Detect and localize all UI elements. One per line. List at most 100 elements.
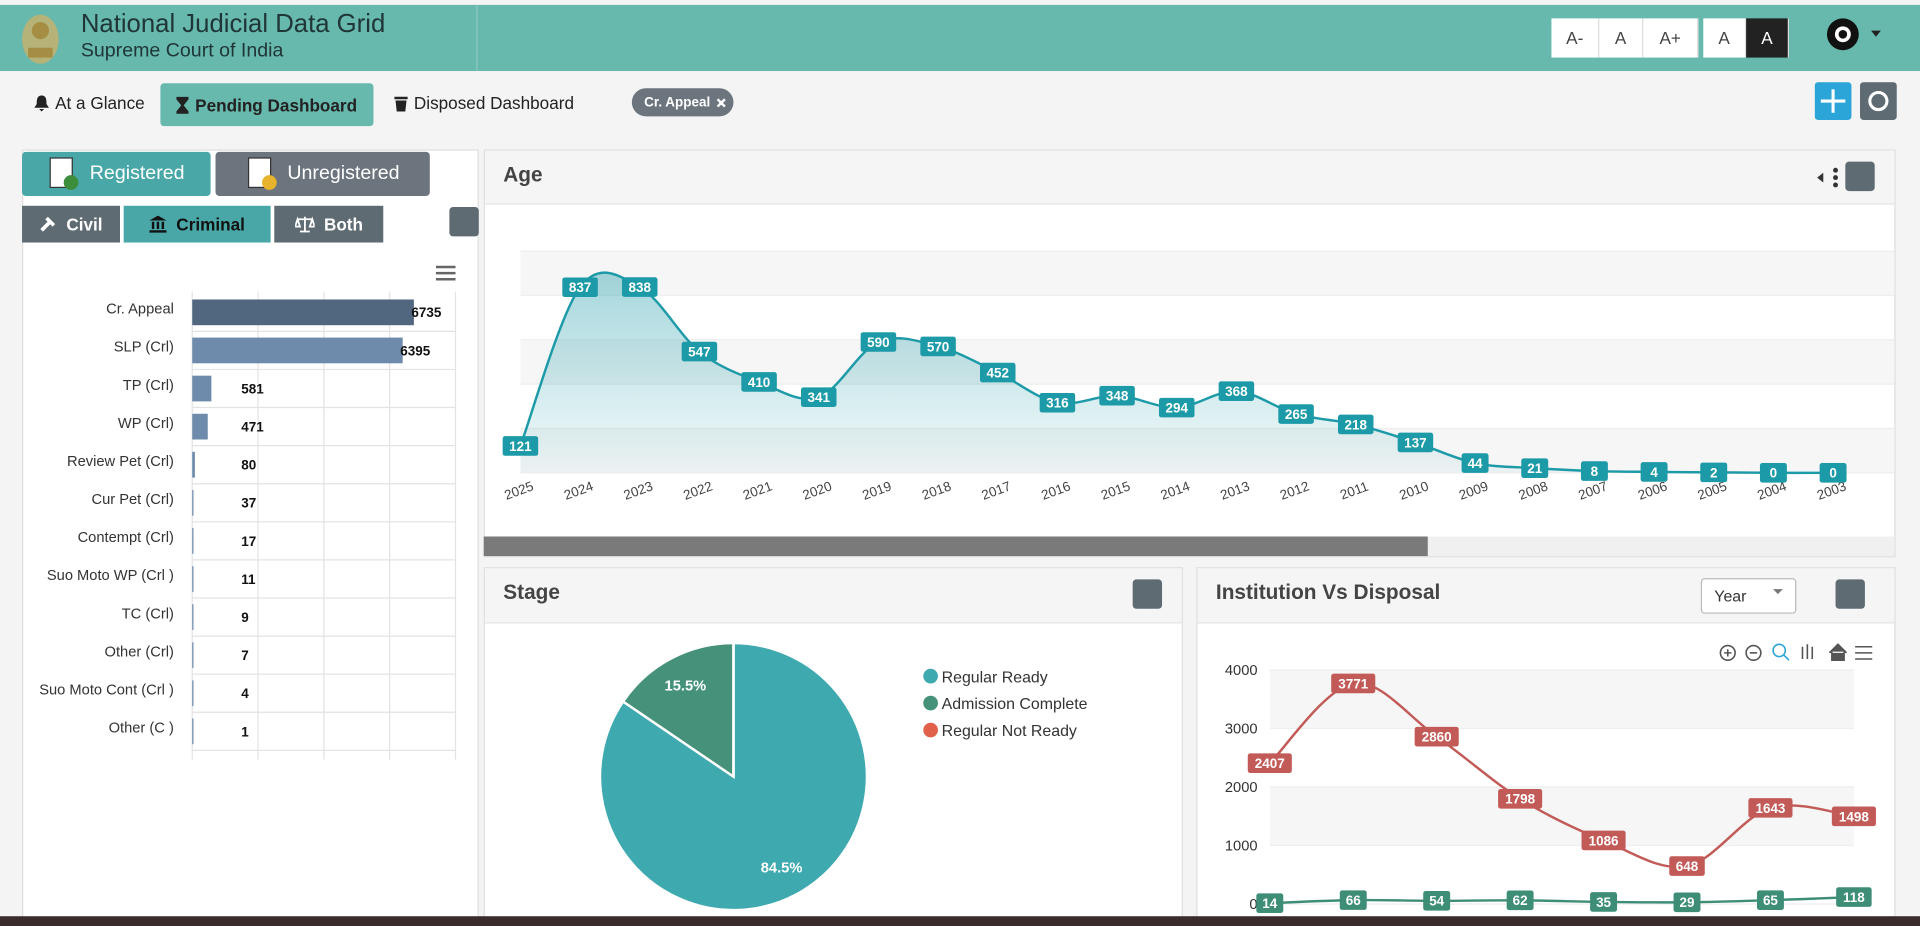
label-box xyxy=(1337,414,1374,435)
menu-icon[interactable] xyxy=(435,265,456,281)
value-label: 11 xyxy=(241,572,256,587)
label-box xyxy=(1099,385,1135,406)
label-box xyxy=(621,277,658,297)
data-label: 0 xyxy=(1829,466,1836,481)
label-box xyxy=(920,336,956,357)
bar xyxy=(192,489,194,516)
tab-disposed[interactable]: Disposed Dashboard xyxy=(394,93,574,113)
tab-both[interactable]: Both xyxy=(274,205,384,243)
filter-chip[interactable]: Cr. Appeal xyxy=(631,88,734,117)
value-label: 17 xyxy=(241,534,256,549)
y-tick-label: 1000 xyxy=(1225,838,1258,854)
zoom-toolbar[interactable] xyxy=(1719,643,1873,662)
category-label: Contempt (Crl) xyxy=(78,530,174,546)
data-label: 294 xyxy=(1166,401,1189,416)
label-box xyxy=(1759,463,1787,483)
x-tick-label: 2020 xyxy=(801,478,834,502)
value-label: 80 xyxy=(241,458,256,473)
tab-label: Registered xyxy=(89,162,185,184)
theme-dark[interactable]: A xyxy=(1746,18,1789,58)
font-decrease[interactable]: A- xyxy=(1551,18,1600,58)
age-icons[interactable] xyxy=(1817,167,1838,188)
label-box xyxy=(1423,891,1451,911)
area xyxy=(520,272,1834,473)
tab-label: At a Glance xyxy=(55,93,145,113)
label-box xyxy=(1278,404,1314,424)
data-label: 547 xyxy=(688,344,710,359)
label-box xyxy=(1673,892,1701,913)
data-label: 452 xyxy=(987,365,1009,380)
data-label: 2860 xyxy=(1422,730,1452,745)
label-box xyxy=(1506,890,1534,911)
tab-label: Unregistered xyxy=(287,162,400,184)
category-label: Other (C ) xyxy=(109,721,174,737)
data-label: 62 xyxy=(1513,893,1528,908)
tab-registered[interactable]: Registered xyxy=(22,151,211,196)
value-label: 7 xyxy=(241,648,248,663)
theme-light[interactable]: A xyxy=(1703,18,1747,58)
legend-label: Regular Ready xyxy=(942,669,1048,686)
period-select[interactable]: Year xyxy=(1700,578,1797,614)
tab-label: Both xyxy=(323,214,363,234)
data-label: 648 xyxy=(1676,859,1699,874)
label-box xyxy=(1640,462,1668,482)
legend-label: Regular Not Ready xyxy=(942,723,1077,740)
x-tick-label: 2022 xyxy=(681,478,714,502)
x-tick-label: 2016 xyxy=(1039,478,1072,502)
pie-slice xyxy=(621,641,735,779)
scroll-track xyxy=(483,536,1895,557)
data-label: 348 xyxy=(1106,389,1129,404)
font-normal[interactable]: A xyxy=(1599,18,1644,58)
label-box xyxy=(1819,463,1847,483)
bar xyxy=(192,642,194,669)
tab-criminal[interactable]: Criminal xyxy=(123,205,271,243)
table-button[interactable] xyxy=(1835,579,1865,609)
data-label: 35 xyxy=(1596,895,1611,910)
data-label: 4 xyxy=(1650,465,1658,480)
bar xyxy=(192,566,194,592)
data-label: 3771 xyxy=(1338,676,1368,691)
table-button[interactable] xyxy=(1845,161,1875,192)
value-label: 4 xyxy=(241,686,249,701)
legend-marker xyxy=(923,695,938,711)
table-button[interactable] xyxy=(449,207,479,237)
x-tick-label: 2009 xyxy=(1457,478,1490,502)
category-label: WP (Crl) xyxy=(118,416,174,432)
select-label: Year xyxy=(1714,586,1747,606)
site-subtitle: Supreme Court of India xyxy=(80,40,284,62)
data-label: 1086 xyxy=(1589,833,1619,848)
table-button[interactable] xyxy=(1132,579,1163,609)
y-tick-label: 3000 xyxy=(1225,721,1258,737)
tab-label: Disposed Dashboard xyxy=(413,93,574,113)
settings[interactable] xyxy=(1825,17,1886,54)
tab-glance[interactable]: At a Glance xyxy=(34,93,145,113)
x-tick-label: 2006 xyxy=(1636,478,1669,502)
category-label: Cr. Appeal xyxy=(106,302,174,318)
bar xyxy=(192,413,208,440)
scroll-thumb[interactable] xyxy=(483,536,1428,557)
font-increase[interactable]: A+ xyxy=(1643,18,1699,58)
x-tick-label: 2023 xyxy=(622,478,655,502)
category-label: Review Pet (Crl) xyxy=(67,454,174,470)
label-box xyxy=(1831,806,1876,827)
label-box xyxy=(1669,856,1705,876)
tab-civil[interactable]: Civil xyxy=(22,205,121,243)
tab-unregistered[interactable]: Unregistered xyxy=(215,151,430,196)
logo xyxy=(22,14,59,64)
data-label: 1643 xyxy=(1755,801,1785,816)
data-label: 0 xyxy=(1770,466,1777,481)
x-tick-label: 2008 xyxy=(1517,478,1550,502)
label-box xyxy=(1218,381,1255,402)
data-label: 1498 xyxy=(1839,809,1869,824)
tab-pending[interactable]: Pending Dashboard xyxy=(160,83,374,127)
label-box xyxy=(1580,461,1608,481)
label-box xyxy=(1498,789,1543,809)
data-label: 44 xyxy=(1468,456,1483,471)
y-tick-label: 2000 xyxy=(1225,780,1258,796)
x-tick-label: 2013 xyxy=(1218,478,1251,502)
toolbar[interactable] xyxy=(1814,82,1898,121)
data-label: 838 xyxy=(629,280,652,295)
x-tick-label: 2012 xyxy=(1278,478,1311,502)
x-tick-label: 2015 xyxy=(1099,478,1132,502)
data-label: 137 xyxy=(1404,435,1426,450)
